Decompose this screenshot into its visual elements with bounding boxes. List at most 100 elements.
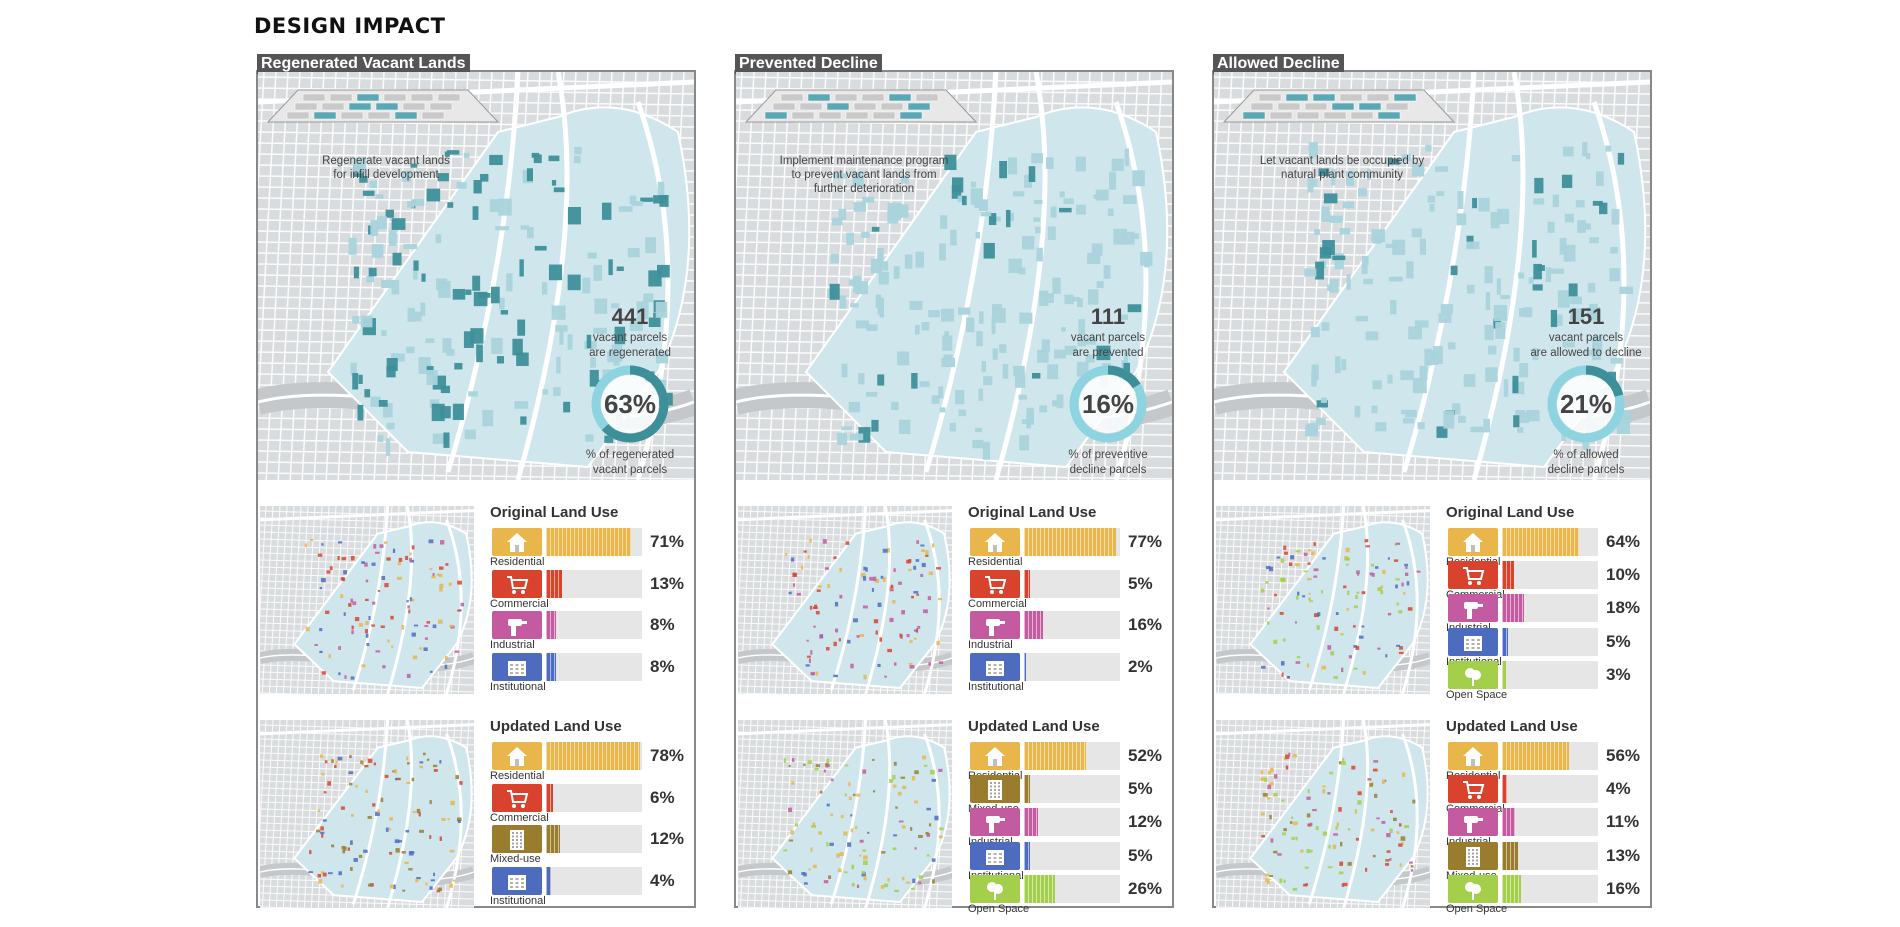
land-use-bar-track [1024,569,1120,598]
land-use-row: 77% Residential [968,528,1170,570]
land-use-row: 11%Industrial [1446,808,1648,848]
land-use-percent: 13% [650,573,685,593]
updated-land-use-map [738,720,952,908]
land-use-percent: 3% [1606,664,1631,684]
land-use-map-graphic [260,720,474,908]
donut-progress-arc [1069,365,1147,443]
house-icon [1463,747,1483,766]
panel-label: Prevented Decline [735,54,882,74]
land-use-bar-track [546,528,642,556]
land-use-icon-box [970,742,1020,770]
land-use-icon-box [492,611,542,639]
updated-land-use-heading: Updated Land Use [490,718,622,735]
land-use-bar-fill [546,569,562,598]
drill-icon [508,619,527,636]
drill-icon [1464,816,1483,834]
land-use-bar-fill [1502,808,1516,837]
land-use-map-graphic [738,720,952,908]
shopping-cart-icon [1463,567,1485,586]
land-use-percent: 56% [1606,746,1641,765]
shopping-cart-icon [985,575,1007,594]
land-use-icon-box [1448,561,1498,590]
land-use-icon-box [1448,627,1498,656]
strategy-caption-line: Implement maintenance program [779,155,949,167]
building-icon [988,780,1002,801]
parcel-count-caption-line: are regenerated [589,347,671,359]
land-use-bar-fill [1502,841,1518,870]
land-use-bar-track [1502,874,1598,903]
land-use-bar-track [1024,742,1120,770]
panel-2: Allowed Decline Let vacant lands be occup… [1212,54,1652,915]
infill-development-icon [266,89,500,123]
parcel-count-caption-line: are allowed to decline [1530,347,1642,359]
land-use-bar-fill [546,652,556,681]
land-use-bar-fill [546,866,551,895]
land-use-percent: 6% [650,787,675,807]
percent-caption-line: % of allowed [1553,449,1619,461]
original-land-use-map [1216,506,1430,694]
land-use-bar-fill [1502,561,1514,590]
land-use-icon-box [1448,528,1498,556]
land-use-bar-track [1502,841,1598,870]
land-use-icon-box [970,841,1020,870]
percent-donut: 63% [587,361,673,447]
land-use-label: Industrial [490,639,535,651]
land-use-percent: 77% [1128,532,1163,551]
land-use-icon-box [1448,775,1498,804]
land-use-bar-track [1502,561,1598,590]
land-use-bar-track [1502,528,1598,556]
land-use-map-graphic [738,506,952,694]
land-use-icon-box [492,825,542,853]
percent-caption-line: % of preventive [1068,449,1148,461]
land-use-bar-fill [1024,652,1027,681]
parcel-count-caption: vacant parcels are prevented [1043,331,1173,361]
maintenance-worker-icon [744,89,978,123]
strategy-caption-line: natural plant community [1280,169,1404,181]
parcel-count-caption-line: are prevented [1072,347,1144,359]
land-use-bar-track [546,825,642,853]
donut-progress-arc [591,365,669,443]
strategy-caption-line: Regenerate vacant lands [322,155,450,167]
house-icon [985,533,1005,552]
land-use-percent: 8% [650,615,675,634]
land-use-percent: 18% [1606,598,1641,618]
shopping-cart-icon [1463,781,1485,800]
land-use-row: 52%Residential [968,742,1170,782]
land-use-icon-box [970,611,1020,639]
land-use-bar-fill [1502,874,1522,903]
land-use-bar-track [546,783,642,812]
land-use-percent: 11% [1606,812,1640,832]
land-use-percent: 4% [650,870,675,890]
percent-donut: 21% [1543,361,1629,447]
land-use-row: 5%Institutional [968,841,1170,882]
main-map [1214,72,1650,480]
land-use-label: Open Space [1446,902,1508,915]
land-use-label: Open Space [968,902,1030,915]
land-use-percent: 5% [1128,779,1153,799]
land-use-bar-fill [546,611,556,639]
land-use-percent: 10% [1606,565,1641,585]
land-use-bar-fill [1502,627,1508,656]
panel-label: Regenerated Vacant Lands [257,54,470,74]
land-use-bar-track [1024,874,1120,903]
percent-value: 63% [603,388,657,419]
land-use-bar-fill [546,528,632,556]
land-use-percent: 52% [1128,746,1163,765]
land-use-row: 8% Institutional [490,652,692,695]
institution-icon [1464,635,1482,651]
original-land-use-heading: Original Land Use [1446,504,1575,521]
parcel-count-caption: vacant parcels are regenerated [565,331,695,361]
updated-land-use-map [1216,720,1430,908]
parcel-count-caption-line: vacant parcels [592,332,668,344]
land-use-icon-box [970,569,1020,598]
map-graphic [258,72,694,480]
original-land-use-map [738,506,952,694]
land-use-bar-track [1024,808,1120,837]
land-use-row: 4% Institutional [490,866,692,909]
land-use-percent: 5% [1128,845,1153,865]
institution-icon [508,660,526,676]
land-use-label: Residential [490,770,545,782]
land-use-icon-box [970,775,1020,804]
land-use-bar-track [1502,742,1598,770]
land-use-bar-track [546,742,642,770]
